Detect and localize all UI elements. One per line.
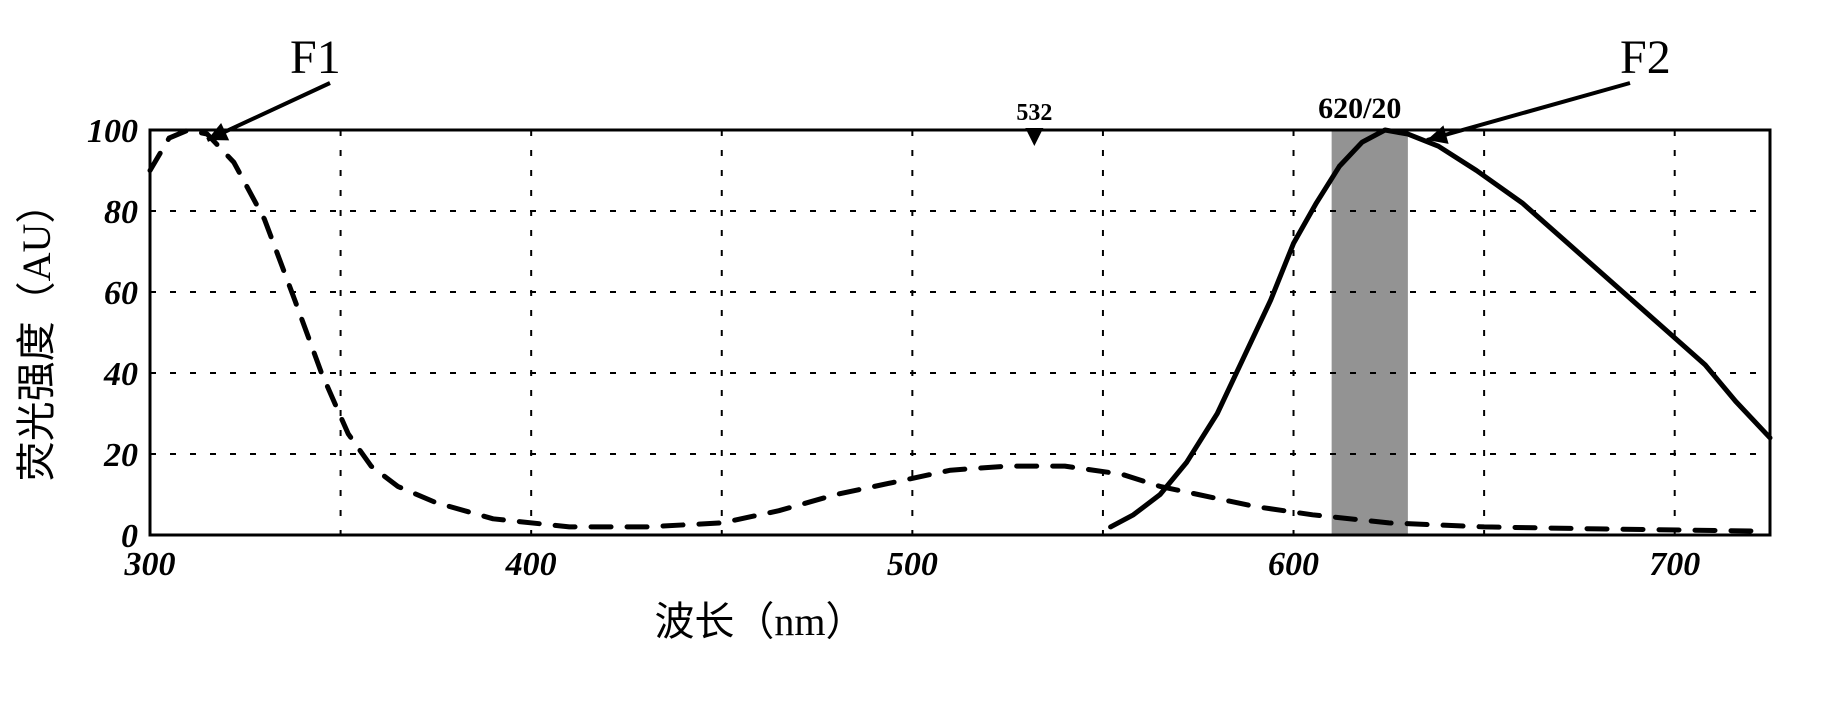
chart-wrapper: 300400500600700020406080100波长（nm）荧光强度（AU… bbox=[0, 0, 1838, 723]
callout-f1: F1 bbox=[290, 30, 341, 85]
laser-marker-label: 532 bbox=[1016, 100, 1052, 126]
y-tick-label: 40 bbox=[103, 356, 138, 393]
plot-frame bbox=[150, 130, 1770, 535]
series-F1_absorption bbox=[150, 130, 1751, 531]
x-tick-label: 400 bbox=[505, 546, 557, 583]
filter-band bbox=[1332, 130, 1408, 535]
laser-marker-icon bbox=[1025, 128, 1043, 146]
y-tick-label: 20 bbox=[103, 437, 138, 474]
x-axis-title: 波长（nm） bbox=[654, 599, 865, 644]
y-tick-label: 100 bbox=[87, 113, 138, 150]
y-axis-title: 荧光强度（AU） bbox=[14, 184, 59, 482]
filter-band-label: 620/20 bbox=[1318, 92, 1401, 125]
callout-f2: F2 bbox=[1620, 30, 1671, 85]
y-tick-label: 60 bbox=[104, 275, 138, 312]
x-tick-label: 500 bbox=[887, 546, 938, 583]
y-tick-label: 80 bbox=[104, 194, 138, 231]
y-tick-label: 0 bbox=[121, 518, 138, 555]
x-tick-label: 700 bbox=[1649, 546, 1700, 583]
spectrum-chart: 300400500600700020406080100波长（nm）荧光强度（AU… bbox=[0, 0, 1838, 723]
series-F2_emission bbox=[1111, 130, 1770, 527]
x-tick-label: 600 bbox=[1268, 546, 1319, 583]
